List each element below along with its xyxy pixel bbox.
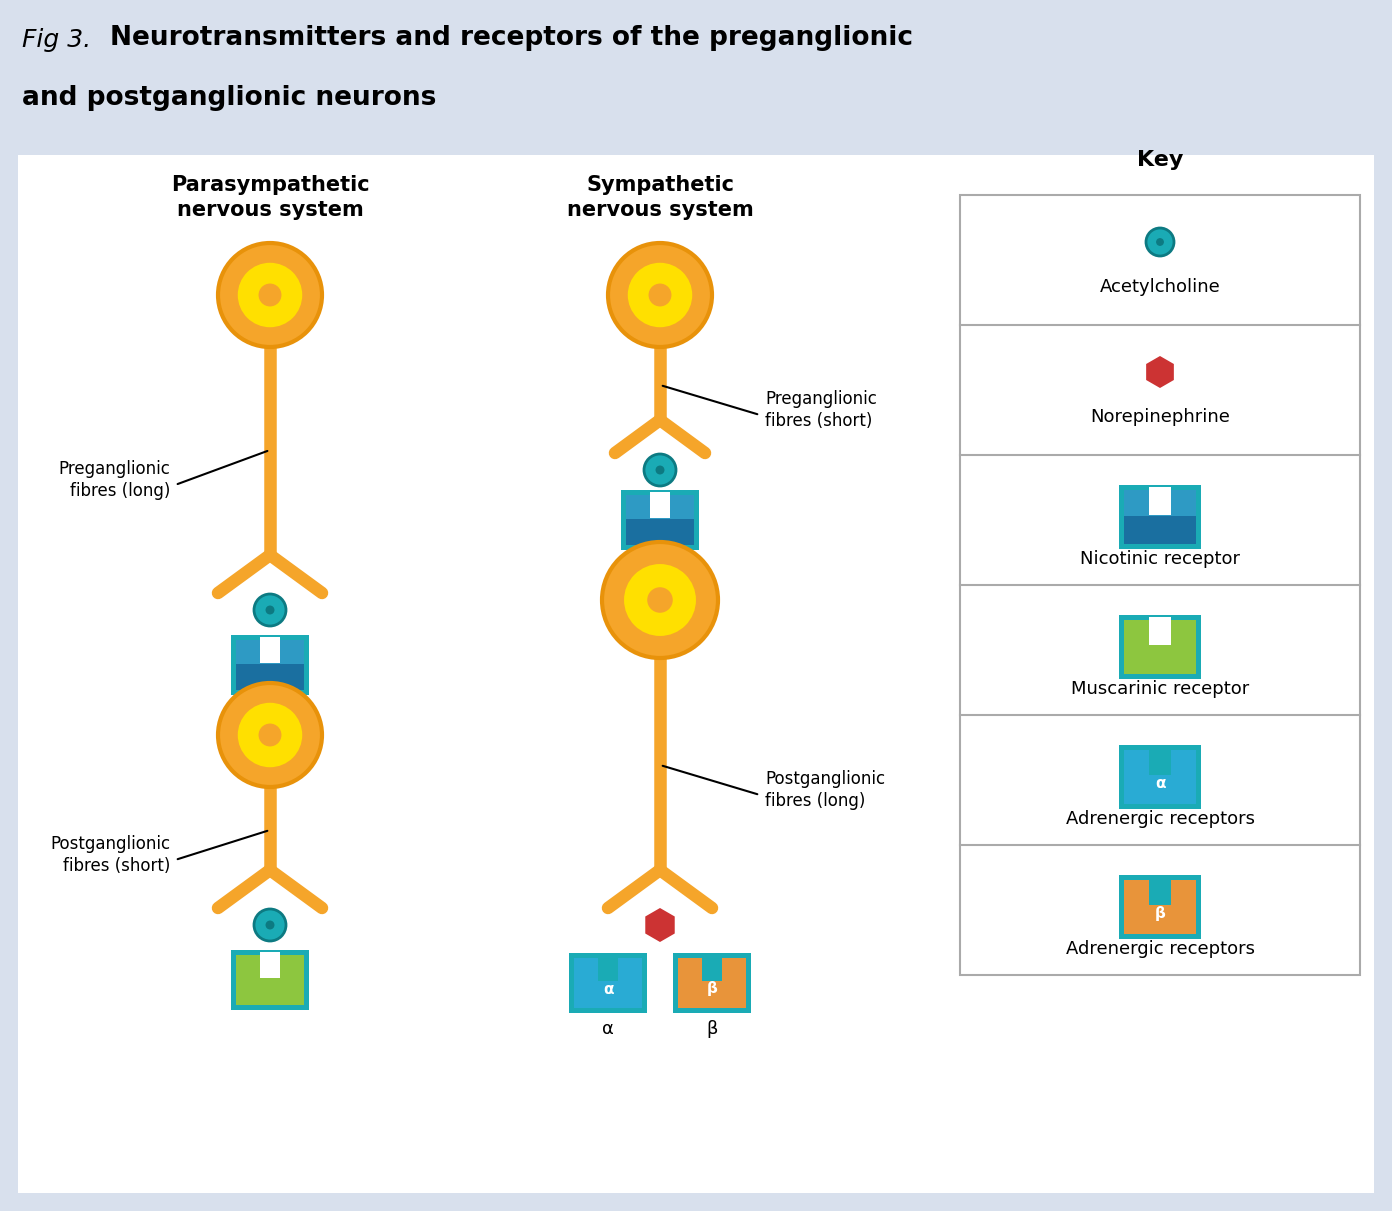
Text: Neurotransmitters and receptors of the preganglionic: Neurotransmitters and receptors of the p… bbox=[110, 25, 913, 51]
Bar bbox=[621, 490, 699, 550]
Circle shape bbox=[219, 683, 322, 787]
Bar bbox=[1150, 877, 1171, 905]
Text: Preganglionic
fibres (short): Preganglionic fibres (short) bbox=[766, 390, 877, 430]
Bar bbox=[569, 953, 647, 1012]
Bar bbox=[231, 949, 309, 1010]
Bar bbox=[231, 635, 309, 695]
Bar bbox=[626, 495, 695, 520]
Bar bbox=[597, 955, 618, 981]
Bar bbox=[574, 958, 642, 1008]
Bar bbox=[1150, 487, 1171, 515]
Text: β: β bbox=[707, 981, 717, 997]
Bar bbox=[237, 639, 303, 690]
Circle shape bbox=[656, 465, 664, 475]
Bar bbox=[1119, 876, 1201, 939]
Text: Adrenergic receptors: Adrenergic receptors bbox=[1065, 810, 1254, 828]
Circle shape bbox=[259, 283, 281, 306]
Bar bbox=[960, 195, 1360, 975]
Text: Postganglionic
fibres (long): Postganglionic fibres (long) bbox=[766, 770, 885, 810]
Bar bbox=[626, 495, 695, 545]
Text: Fig 3.: Fig 3. bbox=[22, 28, 90, 52]
Circle shape bbox=[644, 454, 677, 486]
Circle shape bbox=[628, 263, 692, 327]
Text: Muscarinic receptor: Muscarinic receptor bbox=[1070, 681, 1249, 698]
Circle shape bbox=[624, 564, 696, 636]
Circle shape bbox=[259, 723, 281, 746]
Bar bbox=[237, 955, 303, 1005]
Bar bbox=[1119, 484, 1201, 549]
Text: Parasympathetic
nervous system: Parasympathetic nervous system bbox=[171, 176, 369, 220]
Text: Norepinephrine: Norepinephrine bbox=[1090, 408, 1231, 426]
Circle shape bbox=[238, 702, 302, 768]
Bar bbox=[18, 155, 1374, 1193]
Text: Acetylcholine: Acetylcholine bbox=[1100, 279, 1221, 295]
Text: Nicotinic receptor: Nicotinic receptor bbox=[1080, 550, 1240, 568]
Bar bbox=[650, 492, 670, 518]
Bar bbox=[1123, 750, 1196, 804]
Circle shape bbox=[266, 606, 274, 614]
Circle shape bbox=[253, 595, 285, 626]
Circle shape bbox=[1157, 239, 1164, 246]
Text: Sympathetic
nervous system: Sympathetic nervous system bbox=[567, 176, 753, 220]
Bar bbox=[678, 958, 746, 1008]
Circle shape bbox=[266, 920, 274, 930]
Bar bbox=[1123, 620, 1196, 675]
Circle shape bbox=[253, 909, 285, 941]
Text: and postganglionic neurons: and postganglionic neurons bbox=[22, 85, 436, 111]
Text: Key: Key bbox=[1137, 150, 1183, 170]
Bar bbox=[702, 955, 722, 981]
Text: β: β bbox=[706, 1020, 718, 1038]
Text: α: α bbox=[1155, 776, 1165, 791]
Bar bbox=[1119, 615, 1201, 679]
Text: Preganglionic
fibres (long): Preganglionic fibres (long) bbox=[58, 460, 170, 500]
Circle shape bbox=[647, 587, 672, 613]
Text: Postganglionic
fibres (short): Postganglionic fibres (short) bbox=[50, 834, 170, 876]
Text: α: α bbox=[603, 981, 614, 997]
Bar bbox=[1150, 747, 1171, 775]
Polygon shape bbox=[1146, 356, 1173, 388]
Bar bbox=[1123, 490, 1196, 516]
Bar bbox=[260, 952, 280, 978]
Circle shape bbox=[238, 263, 302, 327]
Bar bbox=[1123, 490, 1196, 544]
Bar bbox=[260, 637, 280, 662]
Circle shape bbox=[601, 543, 718, 658]
Text: Adrenergic receptors: Adrenergic receptors bbox=[1065, 940, 1254, 958]
Bar bbox=[672, 953, 752, 1012]
Circle shape bbox=[649, 283, 671, 306]
Bar bbox=[1123, 880, 1196, 934]
Text: β: β bbox=[1154, 906, 1165, 922]
Polygon shape bbox=[646, 908, 675, 942]
Bar bbox=[1150, 616, 1171, 645]
Circle shape bbox=[1146, 228, 1173, 256]
Text: α: α bbox=[603, 1020, 614, 1038]
Bar bbox=[1119, 745, 1201, 809]
Circle shape bbox=[608, 243, 711, 348]
Bar bbox=[237, 639, 303, 664]
Circle shape bbox=[219, 243, 322, 348]
